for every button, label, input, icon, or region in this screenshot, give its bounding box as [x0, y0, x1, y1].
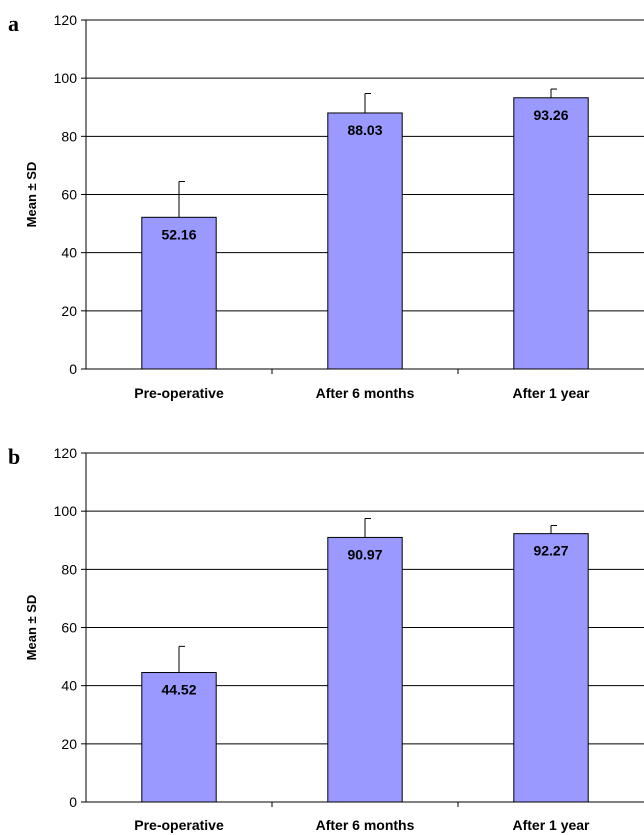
y-tick-label: 80 [61, 561, 77, 577]
x-tick-label: After 1 year [512, 385, 590, 401]
y-tick-label: 80 [61, 128, 77, 144]
y-tick-label: 20 [61, 736, 77, 752]
data-label: 88.03 [347, 122, 382, 138]
y-tick-label: 100 [54, 70, 78, 86]
x-tick-label: After 1 year [512, 817, 590, 833]
y-tick-label: 40 [61, 245, 77, 261]
y-tick-label: 120 [54, 12, 78, 28]
panel-label: a [8, 11, 19, 36]
y-tick-label: 0 [69, 794, 77, 810]
y-axis-label: Mean ± SD [24, 595, 39, 661]
chart-panel-a: a 0 20 40 60 80 100 120 Mean ± SD 52.16 Pre-operat… [8, 11, 644, 401]
bar [141, 672, 217, 803]
x-tick-label: After 6 months [316, 817, 415, 833]
chart-panel-b: b 0 20 40 60 80 100 120 Mean ± SD 44.52 Pre-operat… [8, 444, 644, 833]
y-tick-label: 60 [61, 620, 77, 636]
bar [327, 536, 403, 803]
y-tick-label: 20 [61, 303, 77, 319]
x-tick-label: Pre-operative [134, 385, 224, 401]
x-tick-label: Pre-operative [134, 817, 224, 833]
y-tick-label: 0 [69, 361, 77, 377]
x-tick-label: After 6 months [316, 385, 415, 401]
y-axis-label: Mean ± SD [24, 162, 39, 228]
y-tick-label: 60 [61, 187, 77, 203]
panel-label: b [8, 444, 20, 469]
bar [141, 216, 217, 370]
data-label: 90.97 [347, 546, 382, 562]
bar [513, 533, 589, 803]
bar [513, 97, 589, 370]
data-label: 93.26 [533, 107, 568, 123]
y-tick-label: 120 [54, 445, 78, 461]
data-label: 44.52 [161, 682, 196, 698]
data-label: 52.16 [161, 226, 196, 242]
y-tick-label: 40 [61, 678, 77, 694]
y-tick-label: 100 [54, 503, 78, 519]
bar [327, 112, 403, 370]
data-label: 92.27 [533, 543, 568, 559]
